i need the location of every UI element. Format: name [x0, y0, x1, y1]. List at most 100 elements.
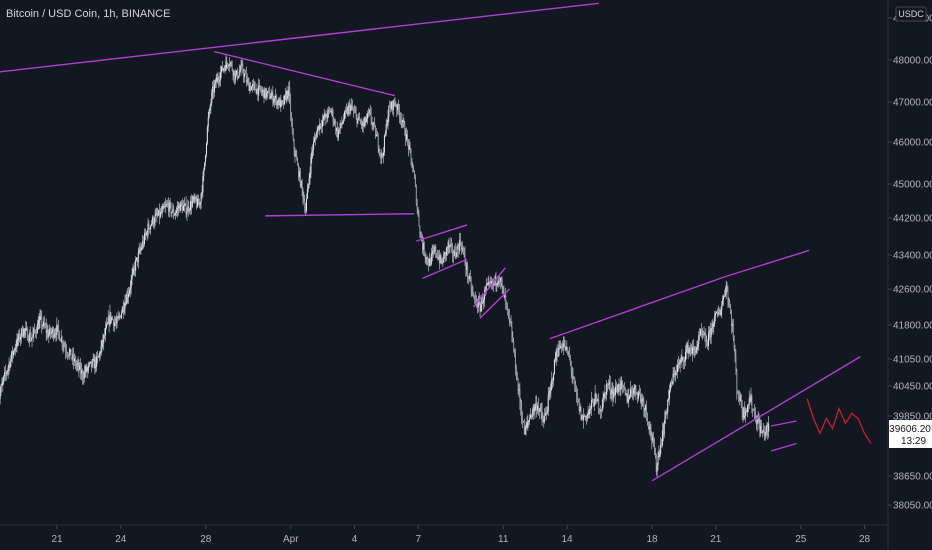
candle-body	[682, 356, 684, 358]
candle-body	[728, 300, 730, 303]
candle-body	[149, 228, 151, 230]
price-axis-tick: 39850.00	[893, 412, 932, 423]
candle-body	[460, 239, 462, 244]
candle-body	[538, 409, 540, 412]
candle-body	[15, 347, 17, 349]
trendline[interactable]	[214, 50, 396, 97]
candle-body	[61, 337, 63, 345]
candle-body	[161, 208, 163, 214]
candle-body	[408, 145, 410, 149]
candle-body	[518, 389, 520, 391]
candle-body	[601, 406, 603, 411]
time-axis[interactable]: 21 24 28 Apr 4 7 11 14 18 21 25 28	[51, 525, 870, 545]
candle-body	[295, 155, 297, 157]
candle-body	[111, 317, 113, 321]
trendline[interactable]	[651, 356, 861, 482]
candle-body	[715, 313, 717, 316]
candle-body	[350, 105, 352, 112]
candle-body	[133, 268, 135, 269]
candle-body	[719, 314, 721, 316]
candle-body	[163, 206, 165, 208]
candle-body	[603, 393, 605, 397]
candle-body	[221, 66, 223, 71]
trendline-group[interactable]	[0, 2, 861, 482]
candle-body	[185, 203, 187, 215]
trendline[interactable]	[726, 249, 810, 277]
trendline[interactable]	[479, 288, 511, 319]
candle-body	[167, 203, 168, 205]
candle-body	[723, 295, 725, 297]
candle-body	[512, 337, 514, 342]
candle-body	[164, 206, 166, 208]
candle-body	[582, 415, 584, 420]
candle-body	[272, 92, 274, 103]
candle-body	[747, 404, 749, 406]
candle-body	[286, 90, 288, 101]
candle-body	[670, 382, 672, 384]
candle-body	[313, 138, 315, 142]
candle-body	[28, 333, 30, 342]
candle-body	[669, 382, 671, 391]
candle-body	[137, 252, 139, 263]
candle-body	[190, 201, 192, 211]
candle-body	[1, 383, 3, 386]
candle-body	[310, 157, 312, 174]
candle-body	[142, 241, 144, 248]
candle-body	[589, 406, 591, 411]
candle-body	[446, 247, 448, 249]
trendline[interactable]	[770, 420, 797, 427]
candle-body	[329, 109, 331, 111]
trendline[interactable]	[265, 213, 415, 217]
candle-body	[440, 255, 442, 263]
candle-body	[78, 363, 80, 370]
candle-body	[475, 297, 477, 300]
candle-body	[116, 318, 118, 324]
candle-body	[140, 248, 142, 251]
trendline[interactable]	[0, 2, 599, 73]
candle-body	[173, 209, 175, 216]
candle-body	[638, 391, 640, 393]
candle-body	[96, 356, 98, 367]
candle-body	[718, 312, 720, 315]
candle-body	[476, 305, 478, 308]
trendline[interactable]	[472, 267, 506, 308]
candle-body	[244, 73, 246, 75]
candle-body	[437, 257, 439, 259]
candle-body	[412, 167, 414, 171]
candle-body	[498, 281, 500, 284]
candle-body	[452, 245, 454, 255]
price-axis-tick: 40450.00	[893, 382, 932, 393]
candle-body	[533, 406, 535, 412]
candle-body	[735, 357, 737, 373]
price-axis[interactable]: 49000.0048000.0047000.0046000.0045000.00…	[888, 14, 932, 512]
candle-body	[150, 225, 152, 230]
candle-body	[94, 359, 96, 369]
candle-body	[725, 285, 727, 295]
candle-body	[41, 316, 43, 327]
candle-body	[342, 121, 344, 124]
candle-body	[217, 77, 219, 81]
candle-body	[72, 354, 74, 359]
trendline[interactable]	[422, 258, 468, 280]
candle-body	[411, 158, 413, 168]
candle-body	[89, 361, 91, 363]
candle-body	[731, 313, 733, 326]
trendline[interactable]	[770, 442, 797, 452]
candle-body	[260, 89, 262, 92]
candle-body	[186, 211, 188, 215]
candle-body	[241, 63, 243, 66]
candle-body	[101, 340, 103, 347]
candle-body	[730, 307, 732, 314]
candle-body	[474, 296, 476, 298]
candle-body	[529, 418, 531, 421]
candle-body	[346, 109, 348, 115]
candle-body	[246, 79, 248, 82]
currency-unit: USDC	[898, 9, 924, 19]
candle-body	[417, 208, 419, 215]
trendline[interactable]	[549, 275, 727, 340]
candle-body	[606, 384, 608, 396]
candle-body	[207, 117, 209, 127]
trendline[interactable]	[415, 224, 468, 242]
candle-body	[91, 360, 93, 367]
